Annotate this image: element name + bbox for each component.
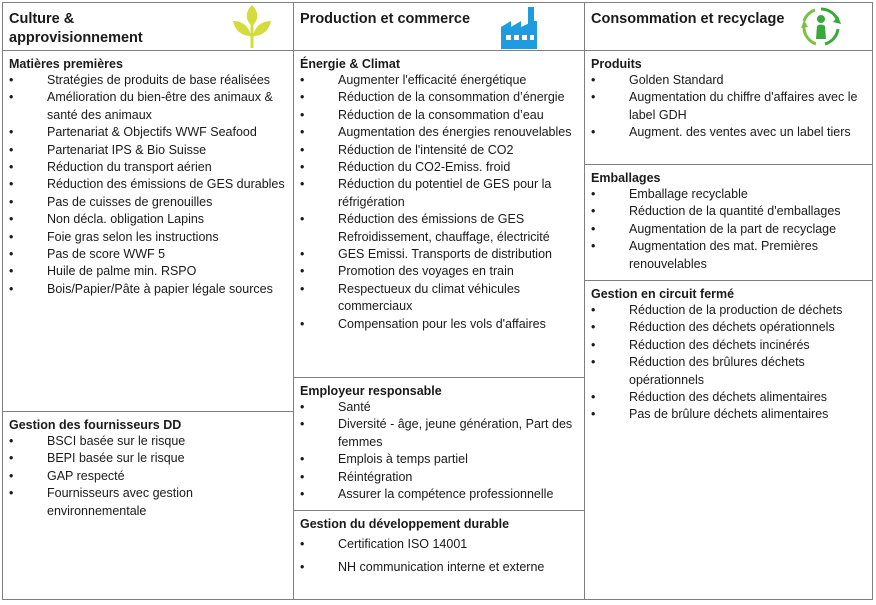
list-item: Diversité - âge, jeune génération, Part … [294,416,584,451]
section-gestion-developpement-durable: Gestion du développement durable Certifi… [294,510,584,578]
list-item: Réduction de la consommation d’eau [294,107,584,125]
list-item: Foie gras selon les instructions [3,229,293,247]
list-item: Réduction des déchets opérationnels [585,319,872,337]
column-production: Production et commerce Énergie & Climat … [293,3,584,599]
list-item: Compensation pour les vols d'affaires [294,316,584,334]
list-item: Partenariat & Objectifs WWF Seafood [3,124,293,142]
column-header: Culture & approvisionnement [3,3,293,51]
recycle-person-icon [801,7,841,46]
leaves-icon [233,5,271,48]
column-title: Production et commerce [300,11,471,27]
section-heading: Énergie & Climat [300,57,401,71]
list-item: Amélioration du bien-être des animaux & … [3,89,293,124]
list-item: BEPI basée sur le risque [3,450,293,468]
list-item: Augmenter l'efficacité énergétique [294,72,584,90]
list-item: BSCI basée sur le risque [3,433,293,451]
section-heading: Employeur responsable [300,384,442,398]
column-title: Culture & approvisionnement [9,11,143,46]
list-item: Non décla. obligation Lapins [3,211,293,229]
list-item: Emplois à temps partiel [294,451,584,469]
list-item: Pas de cuisses de grenouilles [3,194,293,212]
list-item: Réduction du potentiel de GES pour la ré… [294,176,584,211]
list-item: NH communication interne et externe [294,557,584,578]
list-item: GES Emissi. Transports de distribution [294,246,584,264]
list-item: Augmentation des énergies renouvelables [294,124,584,142]
list-item: Réduction de la production de déchets [585,302,872,320]
list-item: Augment. des ventes avec un label tiers [585,124,872,142]
column-header: Production et commerce [294,3,584,51]
column-consommation: Consommation et recyclage Produits Golde… [584,3,872,599]
section-emballages: Emballages Emballage recyclable Réductio… [585,164,872,273]
list-item: Réduction des émissions de GES durables [3,176,293,194]
list-item: Bois/Papier/Pâte à papier légale sources [3,281,293,299]
list-item: Partenariat IPS & Bio Suisse [3,142,293,160]
section-energie-climat: Énergie & Climat Augmenter l'efficacité … [294,51,584,334]
list-item: Pas de brûlure déchets alimentaires [585,406,872,424]
list-item: Certification ISO 14001 [294,532,584,557]
section-gestion-circuit-ferme: Gestion en circuit fermé Réduction de la… [585,280,872,424]
list-item: Réduction de l'intensité de CO2 [294,142,584,160]
section-heading: Matières premières [9,57,123,71]
section-heading: Produits [591,57,642,71]
list-item: Réduction de la quantité d'emballages [585,203,872,221]
factory-icon [501,7,537,49]
list-item: Respectueux du climat véhicules commerci… [294,281,584,316]
list-item: Réduction du CO2-Emiss. froid [294,159,584,177]
list-item: Santé [294,399,584,417]
list-item: Assurer la compétence professionnelle [294,486,584,504]
list-item: Augmentation des mat. Premières renouvel… [585,238,872,273]
section-gestion-fournisseurs: Gestion des fournisseurs DD BSCI basée s… [3,411,293,520]
list-item: Emballage recyclable [585,186,872,204]
list-item: Réduction des déchets alimentaires [585,389,872,407]
column-header: Consommation et recyclage [585,3,872,51]
list-item: Pas de score WWF 5 [3,246,293,264]
list-item: Huile de palme min. RSPO [3,263,293,281]
list-item: Stratégies de produits de base réalisées [3,72,293,90]
list-item: Fournisseurs avec gestion environnementa… [3,485,293,520]
column-title: Consommation et recyclage [591,11,785,27]
list-item: Augmentation de la part de recyclage [585,221,872,239]
list-item: Réduction des émissions de GES Refroidis… [294,211,584,246]
section-heading: Gestion du développement durable [300,517,510,531]
list-item: Réduction du transport aérien [3,159,293,177]
section-matieres-premieres: Matières premières Stratégies de produit… [3,51,293,299]
list-item: Réduction des brûlures déchets opération… [585,354,872,389]
section-heading: Gestion en circuit fermé [591,287,735,301]
list-item: Réintégration [294,469,584,487]
column-culture: Culture & approvisionnement Matières pre… [3,3,293,599]
list-item: Promotion des voyages en train [294,263,584,281]
list-item: Réduction des déchets incinérés [585,337,872,355]
list-item: GAP respecté [3,468,293,486]
section-heading: Emballages [591,171,661,185]
list-item: Réduction de la consommation d’énergie [294,89,584,107]
list-item: Golden Standard [585,72,872,90]
list-item: Augmentation du chiffre d'affaires avec … [585,89,872,124]
section-heading: Gestion des fournisseurs DD [9,418,182,432]
section-employeur-responsable: Employeur responsable Santé Diversité - … [294,377,584,504]
section-produits: Produits Golden Standard Augmentation du… [585,51,872,142]
